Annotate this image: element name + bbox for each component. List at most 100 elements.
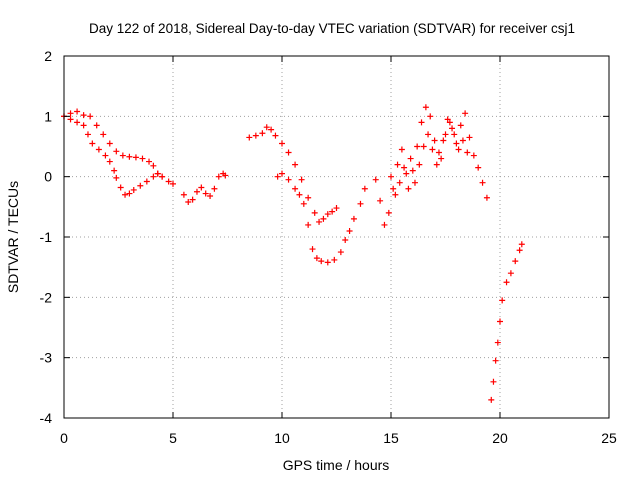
- data-point: [479, 179, 486, 186]
- series-arc5: [488, 241, 525, 403]
- data-point: [222, 172, 229, 179]
- x-tick-label: 5: [169, 430, 177, 446]
- data-point: [139, 155, 146, 162]
- data-point: [488, 396, 495, 403]
- data-point: [492, 357, 499, 364]
- data-point: [252, 132, 259, 139]
- series-arc1-lower: [61, 113, 166, 198]
- y-tick-label: -2: [40, 289, 53, 305]
- data-point: [451, 131, 458, 138]
- y-tick-label: -3: [40, 350, 53, 366]
- data-point: [483, 194, 490, 201]
- data-point: [84, 131, 91, 138]
- data-point: [357, 200, 364, 207]
- data-point: [285, 176, 292, 183]
- data-point: [433, 161, 440, 168]
- data-point: [385, 209, 392, 216]
- data-point: [422, 104, 429, 111]
- x-tick-label: 0: [60, 430, 68, 446]
- y-tick-label: 2: [44, 48, 52, 64]
- data-point: [377, 197, 384, 204]
- data-point: [507, 270, 514, 277]
- data-point: [449, 125, 456, 132]
- data-point: [459, 137, 466, 144]
- data-point: [113, 148, 120, 155]
- data-point: [398, 146, 405, 153]
- y-axis-label: SDTVAR / TECUs: [5, 181, 21, 293]
- data-point: [313, 255, 320, 262]
- data-point: [392, 191, 399, 198]
- data-point: [457, 122, 464, 129]
- data-point: [211, 185, 218, 192]
- data-point: [272, 132, 279, 139]
- data-point: [122, 191, 129, 198]
- data-point: [126, 153, 133, 160]
- data-point: [263, 124, 270, 131]
- data-point: [390, 185, 397, 192]
- data-point: [159, 173, 166, 180]
- data-point: [446, 119, 453, 126]
- data-point: [117, 184, 124, 191]
- y-tick-label: 0: [44, 169, 52, 185]
- data-point: [440, 137, 447, 144]
- data-point: [215, 173, 222, 180]
- data-point: [202, 190, 209, 197]
- data-point: [512, 258, 519, 265]
- data-point: [309, 246, 316, 253]
- data-point: [372, 176, 379, 183]
- data-point: [361, 185, 368, 192]
- data-point: [185, 199, 192, 206]
- x-axis-label: GPS time / hours: [283, 457, 390, 473]
- chart-title: Day 122 of 2018, Sidereal Day-to-day VTE…: [89, 21, 575, 36]
- data-point: [311, 209, 318, 216]
- data-point: [444, 116, 451, 123]
- data-point: [466, 134, 473, 141]
- data-point: [305, 194, 312, 201]
- data-point: [193, 188, 200, 195]
- data-point: [150, 173, 157, 180]
- series-arc2: [180, 170, 229, 206]
- data-point: [268, 126, 275, 133]
- series-arc1-upper: [61, 108, 176, 187]
- data-point: [137, 182, 144, 189]
- data-point: [292, 161, 299, 168]
- data-point: [431, 137, 438, 144]
- data-point: [80, 122, 87, 129]
- data-point: [67, 116, 74, 123]
- data-point: [429, 146, 436, 153]
- series-arc4-inner: [388, 119, 471, 198]
- data-point: [324, 211, 331, 218]
- data-point: [518, 241, 525, 248]
- data-point: [74, 119, 81, 126]
- data-point: [350, 215, 357, 222]
- data-point: [259, 130, 266, 137]
- data-point: [409, 167, 416, 174]
- data-point: [102, 152, 109, 159]
- data-point: [503, 279, 510, 286]
- series-arc3-lower: [274, 170, 368, 266]
- data-point: [425, 131, 432, 138]
- series-arc4: [372, 104, 490, 228]
- data-point: [462, 110, 469, 117]
- data-point: [189, 196, 196, 203]
- y-tick-label: -1: [40, 229, 53, 245]
- data-point: [418, 119, 425, 126]
- data-point: [150, 162, 157, 169]
- data-point: [490, 378, 497, 385]
- data-point: [80, 112, 87, 119]
- data-point: [329, 208, 336, 215]
- grid: [64, 56, 609, 418]
- data-point: [470, 152, 477, 159]
- data-point: [279, 170, 285, 177]
- data-point: [497, 318, 503, 325]
- series-arc3-upper: [246, 124, 340, 225]
- x-tick-label: 15: [383, 430, 399, 446]
- data-point: [416, 161, 423, 168]
- data-point: [407, 155, 414, 162]
- data-point: [403, 170, 410, 177]
- data-point: [475, 164, 482, 171]
- data-point: [305, 221, 312, 228]
- data-point: [300, 200, 307, 207]
- data-point: [381, 221, 388, 228]
